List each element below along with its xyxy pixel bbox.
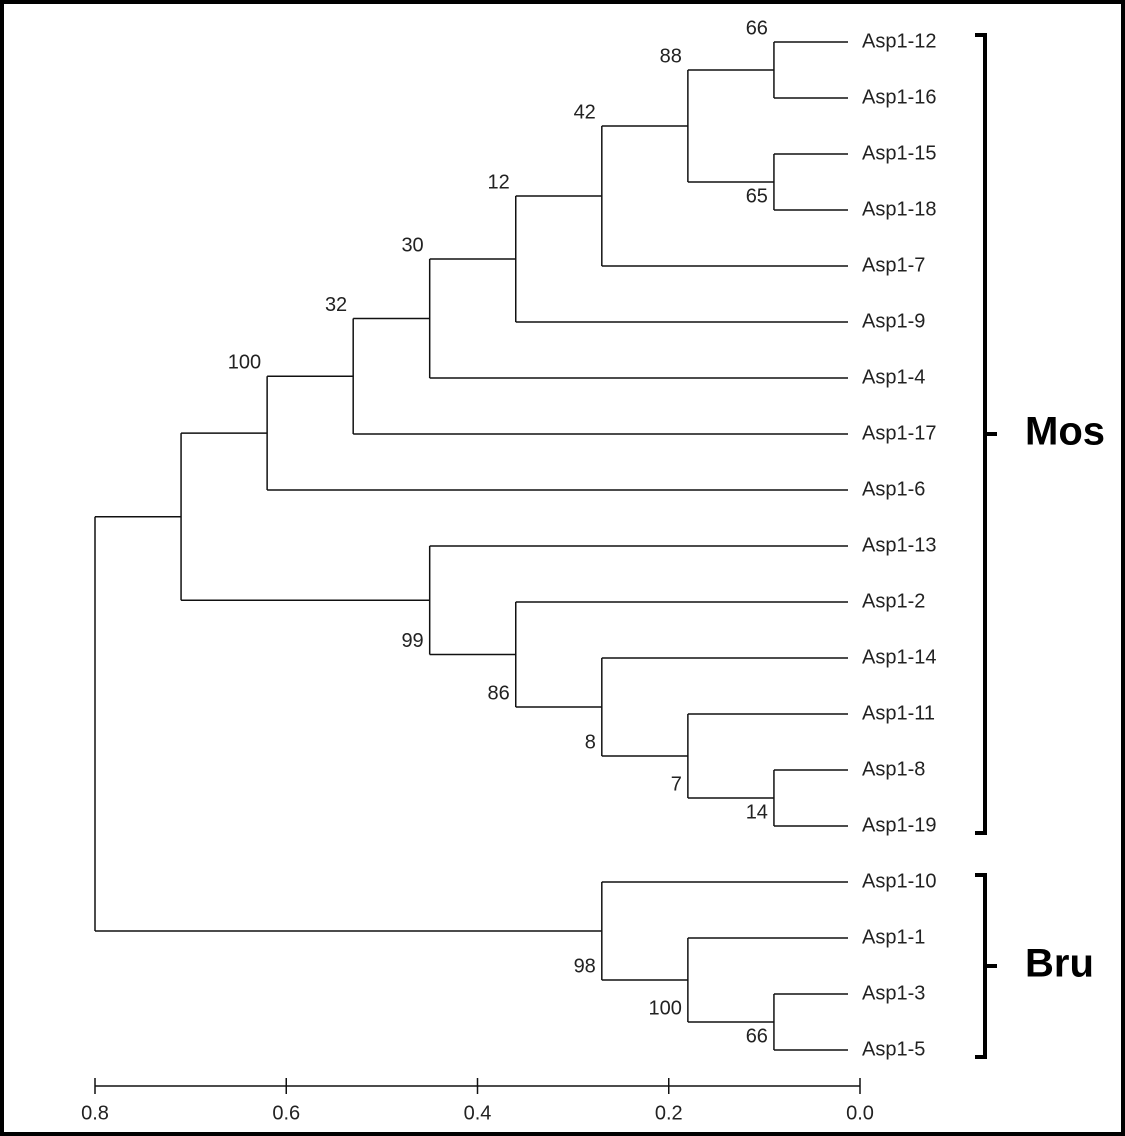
leaf-label: Asp1-3 <box>862 982 925 1004</box>
x-tick-label: 0.8 <box>81 1102 109 1124</box>
x-tick-label: 0.2 <box>655 1102 683 1124</box>
group-label: Bru <box>1025 942 1094 986</box>
x-tick-label: 0.0 <box>846 1102 874 1124</box>
leaf-label: Asp1-8 <box>862 758 925 780</box>
support-label: 8 <box>585 731 596 753</box>
support-label: 66 <box>746 1025 768 1047</box>
leaf-label: Asp1-9 <box>862 310 925 332</box>
support-label: 7 <box>671 773 682 795</box>
leaf-label: Asp1-10 <box>862 870 937 892</box>
leaf-label: Asp1-16 <box>862 86 937 108</box>
leaf-label: Asp1-1 <box>862 926 925 948</box>
support-label: 100 <box>228 352 261 374</box>
leaf-label: Asp1-6 <box>862 478 925 500</box>
leaf-label: Asp1-18 <box>862 198 937 220</box>
leaf-label: Asp1-4 <box>862 366 925 388</box>
leaf-label: Asp1-2 <box>862 590 925 612</box>
leaf-label: Asp1-12 <box>862 30 937 52</box>
leaf-label: Asp1-14 <box>862 646 937 668</box>
support-label: 65 <box>746 185 768 207</box>
support-label: 100 <box>649 997 682 1019</box>
group-bracket <box>975 873 997 1059</box>
support-label: 86 <box>488 682 510 704</box>
support-label: 32 <box>325 294 347 316</box>
leaf-label: Asp1-11 <box>862 702 935 724</box>
support-label: 99 <box>401 630 423 652</box>
leaf-label: Asp1-13 <box>862 534 937 556</box>
support-label: 42 <box>574 101 596 123</box>
leaf-label: Asp1-7 <box>862 254 925 276</box>
support-label: 98 <box>574 955 596 977</box>
support-label: 30 <box>401 234 423 256</box>
leaf-label: Asp1-19 <box>862 814 937 836</box>
leaf-label: Asp1-15 <box>862 142 937 164</box>
support-label: 12 <box>488 171 510 193</box>
leaf-label: Asp1-5 <box>862 1038 925 1060</box>
x-tick-label: 0.6 <box>272 1102 300 1124</box>
support-label: 14 <box>746 801 768 823</box>
group-bracket <box>975 33 997 835</box>
x-tick-label: 0.4 <box>464 1102 492 1124</box>
support-label: 88 <box>660 45 682 67</box>
leaf-label: Asp1-17 <box>862 422 937 444</box>
support-label: 66 <box>746 17 768 39</box>
group-label: Mos <box>1025 410 1105 454</box>
